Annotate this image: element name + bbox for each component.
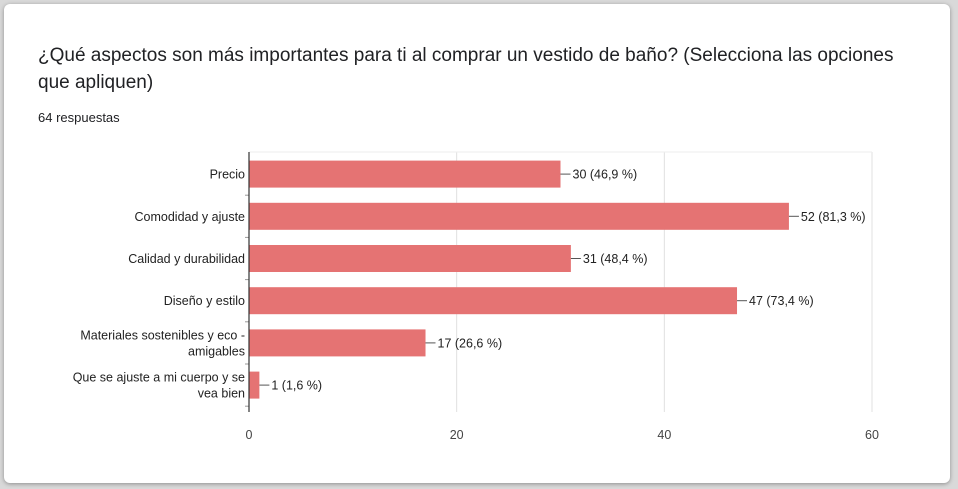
question-title: ¿Qué aspectos son más importantes para t… bbox=[38, 45, 894, 93]
category-label: Diseño y estilo bbox=[164, 294, 245, 308]
bar bbox=[249, 160, 561, 188]
x-tick-label: 20 bbox=[450, 428, 464, 442]
x-tick-label: 40 bbox=[657, 428, 671, 442]
category-label: Calidad y durabilidad bbox=[128, 252, 245, 266]
data-label: 52 (81,3 %) bbox=[801, 210, 866, 224]
x-tick-label: 60 bbox=[865, 428, 879, 442]
x-tick-label: 0 bbox=[246, 428, 253, 442]
question-card: ¿Qué aspectos son más importantes para t… bbox=[4, 4, 950, 483]
category-label: Que se ajuste a mi cuerpo y se bbox=[73, 371, 245, 385]
category-label: amigables bbox=[188, 344, 245, 358]
bar bbox=[249, 371, 260, 399]
category-label: Materiales sostenibles y eco - bbox=[80, 328, 245, 342]
bar bbox=[249, 202, 789, 230]
data-label: 30 (46,9 %) bbox=[573, 168, 638, 182]
data-label: 17 (26,6 %) bbox=[438, 336, 503, 350]
bar bbox=[249, 245, 571, 272]
category-label: Comodidad y ajuste bbox=[135, 210, 246, 224]
bar bbox=[249, 287, 738, 315]
bar bbox=[249, 329, 426, 357]
data-label: 47 (73,4 %) bbox=[749, 294, 814, 308]
category-label: Precio bbox=[210, 168, 245, 182]
data-label: 1 (1,6 %) bbox=[271, 379, 322, 393]
data-label: 31 (48,4 %) bbox=[583, 252, 648, 266]
response-count: 64 respuestas bbox=[38, 110, 120, 125]
category-label: vea bien bbox=[198, 387, 245, 401]
